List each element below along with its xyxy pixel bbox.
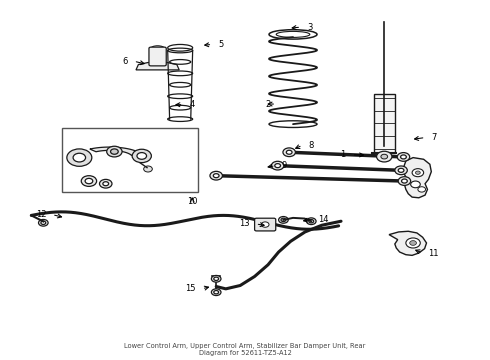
Circle shape bbox=[210, 171, 222, 180]
Text: 2: 2 bbox=[265, 100, 270, 109]
Circle shape bbox=[418, 187, 425, 192]
Circle shape bbox=[306, 218, 316, 225]
Text: 10: 10 bbox=[187, 197, 197, 206]
Circle shape bbox=[213, 174, 219, 178]
Text: 7: 7 bbox=[431, 133, 437, 142]
Circle shape bbox=[398, 177, 411, 185]
Circle shape bbox=[144, 166, 152, 172]
Circle shape bbox=[214, 277, 219, 280]
Polygon shape bbox=[90, 147, 142, 156]
Circle shape bbox=[107, 146, 122, 157]
Circle shape bbox=[377, 151, 392, 162]
Circle shape bbox=[211, 289, 221, 296]
FancyBboxPatch shape bbox=[374, 94, 395, 153]
Text: 4: 4 bbox=[189, 100, 195, 109]
Circle shape bbox=[261, 222, 269, 227]
Circle shape bbox=[309, 220, 314, 223]
Text: 1: 1 bbox=[341, 150, 346, 159]
Circle shape bbox=[401, 179, 407, 183]
Circle shape bbox=[381, 154, 388, 159]
Circle shape bbox=[397, 153, 410, 161]
FancyBboxPatch shape bbox=[255, 218, 276, 231]
Text: 14: 14 bbox=[318, 215, 328, 224]
Circle shape bbox=[214, 291, 219, 294]
Polygon shape bbox=[389, 231, 426, 255]
Circle shape bbox=[398, 168, 404, 172]
Text: 3: 3 bbox=[307, 23, 312, 32]
Circle shape bbox=[81, 176, 97, 186]
Text: 15: 15 bbox=[186, 284, 196, 293]
Circle shape bbox=[39, 220, 48, 226]
Polygon shape bbox=[403, 158, 431, 198]
Circle shape bbox=[416, 171, 420, 174]
Circle shape bbox=[411, 181, 420, 188]
Circle shape bbox=[279, 216, 288, 223]
Text: 5: 5 bbox=[218, 40, 223, 49]
Circle shape bbox=[410, 240, 416, 245]
Circle shape bbox=[132, 149, 151, 163]
Circle shape bbox=[401, 155, 406, 159]
Circle shape bbox=[275, 164, 281, 168]
Text: 13: 13 bbox=[239, 219, 250, 228]
Circle shape bbox=[103, 182, 109, 186]
Circle shape bbox=[73, 153, 86, 162]
Text: 11: 11 bbox=[428, 248, 439, 257]
Circle shape bbox=[85, 178, 93, 184]
Circle shape bbox=[406, 238, 420, 248]
Circle shape bbox=[286, 150, 292, 154]
Bar bbox=[62, 128, 198, 192]
Circle shape bbox=[395, 166, 407, 175]
Circle shape bbox=[412, 168, 424, 177]
Circle shape bbox=[271, 161, 284, 170]
Text: 9: 9 bbox=[281, 161, 287, 170]
Circle shape bbox=[211, 275, 221, 282]
Circle shape bbox=[111, 149, 118, 154]
Circle shape bbox=[41, 221, 46, 225]
Circle shape bbox=[99, 179, 112, 188]
Polygon shape bbox=[136, 63, 179, 70]
Circle shape bbox=[67, 149, 92, 166]
Text: 8: 8 bbox=[308, 141, 314, 150]
Text: 12: 12 bbox=[36, 210, 46, 219]
Text: Lower Control Arm, Upper Control Arm, Stabilizer Bar Damper Unit, Rear
Diagram f: Lower Control Arm, Upper Control Arm, St… bbox=[124, 343, 366, 356]
Circle shape bbox=[137, 153, 147, 159]
Text: 6: 6 bbox=[122, 57, 128, 66]
FancyBboxPatch shape bbox=[149, 47, 166, 66]
Circle shape bbox=[281, 218, 286, 221]
Circle shape bbox=[283, 148, 295, 157]
